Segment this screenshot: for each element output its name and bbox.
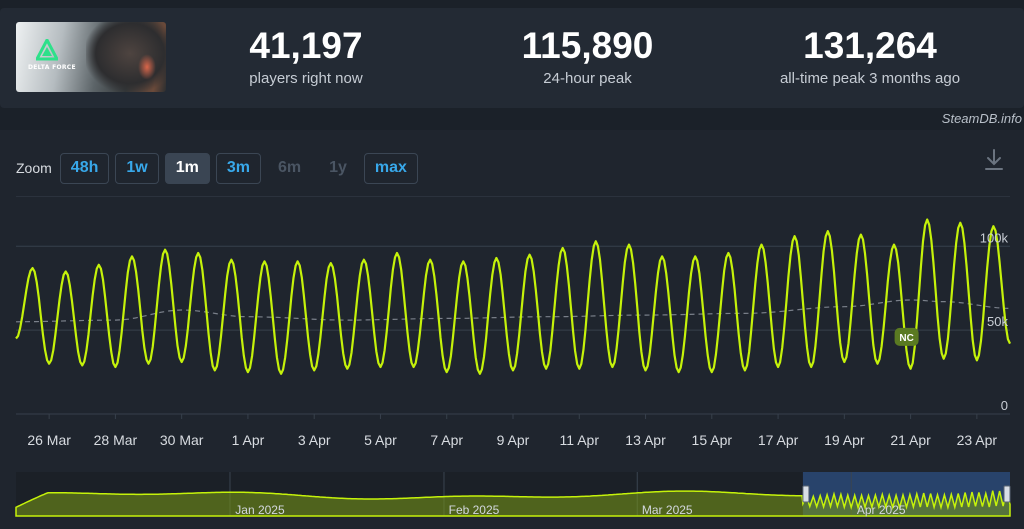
zoom-6m-button: 6m xyxy=(267,153,312,184)
zoom-3m-button[interactable]: 3m xyxy=(215,152,261,184)
current-players-label: players right now xyxy=(249,70,363,87)
peak-24h-value: 115,890 xyxy=(521,25,654,66)
zoom-1m-button[interactable]: 1m xyxy=(164,152,210,184)
x-tick-label: 28 Mar xyxy=(94,432,138,448)
zoom-1y-button: 1y xyxy=(318,153,358,184)
players-series xyxy=(15,218,1011,375)
x-tick-label: 30 Mar xyxy=(160,432,204,448)
x-tick-label: 19 Apr xyxy=(824,432,865,448)
zoom-1w-button[interactable]: 1w xyxy=(115,152,159,184)
peak-24h-label: 24-hour peak xyxy=(543,70,632,87)
player-count-chart[interactable]: 0 50k 100k 26 Mar 28 Mar 30 Mar 1 Apr 3 Apr 5 A… xyxy=(0,196,1024,454)
y-tick-label: 0 xyxy=(1001,398,1008,413)
average-series xyxy=(15,299,1011,323)
all-time-peak-value: 131,264 xyxy=(803,25,937,66)
current-players-stat: 41,197 players right now xyxy=(226,24,386,87)
navigator-handle[interactable] xyxy=(1003,485,1011,503)
x-tick-label: 1 Apr xyxy=(232,432,265,448)
x-tick-label: 17 Apr xyxy=(758,432,799,448)
navigator-series xyxy=(15,490,1011,517)
x-tick-label: 15 Apr xyxy=(692,432,733,448)
annotation-marker[interactable] xyxy=(894,327,919,346)
game-capsule-image[interactable]: DELTA FORCE xyxy=(16,22,166,92)
x-tick-label: 23 Apr xyxy=(957,432,998,448)
x-tick-label: 3 Apr xyxy=(298,432,331,448)
x-tick-label: 11 Apr xyxy=(560,432,600,448)
steamdb-watermark[interactable]: SteamDB.info xyxy=(941,111,1022,126)
average-line xyxy=(15,299,1011,323)
y-axis: 0 50k 100k xyxy=(980,230,1009,413)
range-navigator[interactable]: Jan 2025 Feb 2025 Mar 2025 Apr 2025 xyxy=(0,468,1024,520)
current-players-value: 41,197 xyxy=(249,25,363,66)
x-tick-label: 9 Apr xyxy=(497,432,530,448)
x-tick-label: 7 Apr xyxy=(430,432,463,448)
y-tick-label: 50k xyxy=(987,314,1008,329)
capsule-logo-text: DELTA FORCE xyxy=(28,64,76,71)
navigator-content: Jan 2025 Feb 2025 Mar 2025 Apr 2025 xyxy=(15,472,1011,517)
zoom-label: Zoom xyxy=(16,160,52,176)
chart-gridlines xyxy=(16,196,1010,415)
player-stats-bar: DELTA FORCE 41,197 players right now 115… xyxy=(0,8,1024,108)
chart-annotations: NC xyxy=(894,327,919,346)
zoom-max-button[interactable]: max xyxy=(363,152,418,184)
x-tick-label: 5 Apr xyxy=(364,432,397,448)
all-time-peak-label: all-time peak 3 months ago xyxy=(779,70,961,87)
all-time-peak-stat: 131,264 all-time peak 3 months ago xyxy=(760,24,980,87)
x-tick-label: 13 Apr xyxy=(625,432,666,448)
x-tick-label: 26 Mar xyxy=(27,432,71,448)
x-tick-label: 21 Apr xyxy=(890,432,931,448)
navigator-tick-label: Jan 2025 xyxy=(235,503,285,517)
zoom-48h-button[interactable]: 48h xyxy=(59,152,110,184)
y-tick-label: 100k xyxy=(980,230,1009,245)
delta-force-logo-icon xyxy=(36,39,58,61)
x-axis: 26 Mar 28 Mar 30 Mar 1 Apr 3 Apr 5 Apr 7 Apr 9 … xyxy=(27,414,997,448)
players-line xyxy=(15,218,1011,375)
annotation-label: NC xyxy=(899,333,913,344)
navigator-tick-label: Mar 2025 xyxy=(642,503,693,517)
zoom-selector: Zoom 48h 1w 1m 3m 6m 1y max xyxy=(16,152,424,184)
peak-24h-stat: 115,890 24-hour peak xyxy=(505,24,670,87)
navigator-tick-label: Apr 2025 xyxy=(857,503,906,517)
download-icon[interactable] xyxy=(984,148,1004,172)
capsule-flare xyxy=(138,54,156,80)
navigator-handle[interactable] xyxy=(802,485,810,503)
navigator-tick-label: Feb 2025 xyxy=(449,503,500,517)
